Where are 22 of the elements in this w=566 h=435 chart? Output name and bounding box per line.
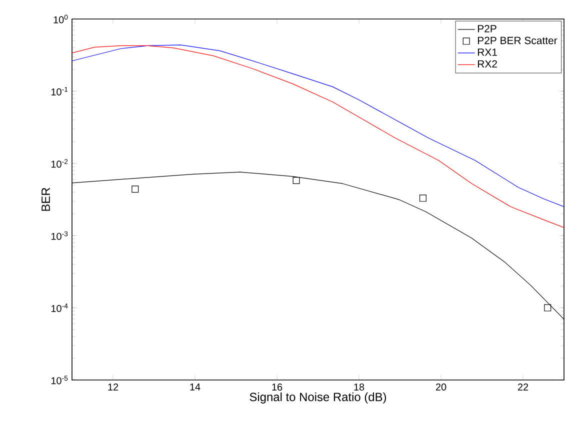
x-tick-label: 12 <box>108 384 118 390</box>
x-tick-label: 16 <box>272 384 282 391</box>
legend-label: P2P BER Scatter <box>478 36 558 44</box>
legend-label: RX2 <box>478 60 497 68</box>
x-tick-label: 14 <box>190 384 200 390</box>
x-tick-label: 18 <box>354 384 364 391</box>
point <box>132 186 139 193</box>
legend-label: RX1 <box>478 48 497 56</box>
y-tick-label: 10$^{-1}$ <box>51 86 68 96</box>
point <box>544 304 552 312</box>
y-axis-title: BER <box>42 188 50 211</box>
y-tick-label: 10$^{-2}$ <box>51 159 68 168</box>
y-tick-label: 10$^{0}$ <box>54 14 68 24</box>
point <box>419 194 426 202</box>
x-axis-title: Signal to Noise Ratio (dB) <box>250 392 386 404</box>
point <box>292 176 300 184</box>
y-tick-label: 10$^{-5}$ <box>51 376 68 384</box>
legend-label: P2P <box>478 25 496 32</box>
y-tick-label: 10$^{-4}$ <box>51 304 68 312</box>
x-tick-label: 22 <box>518 384 528 390</box>
x-tick-label: 20 <box>436 384 446 391</box>
y-tick-label: 10$^{-3}$ <box>51 231 68 240</box>
